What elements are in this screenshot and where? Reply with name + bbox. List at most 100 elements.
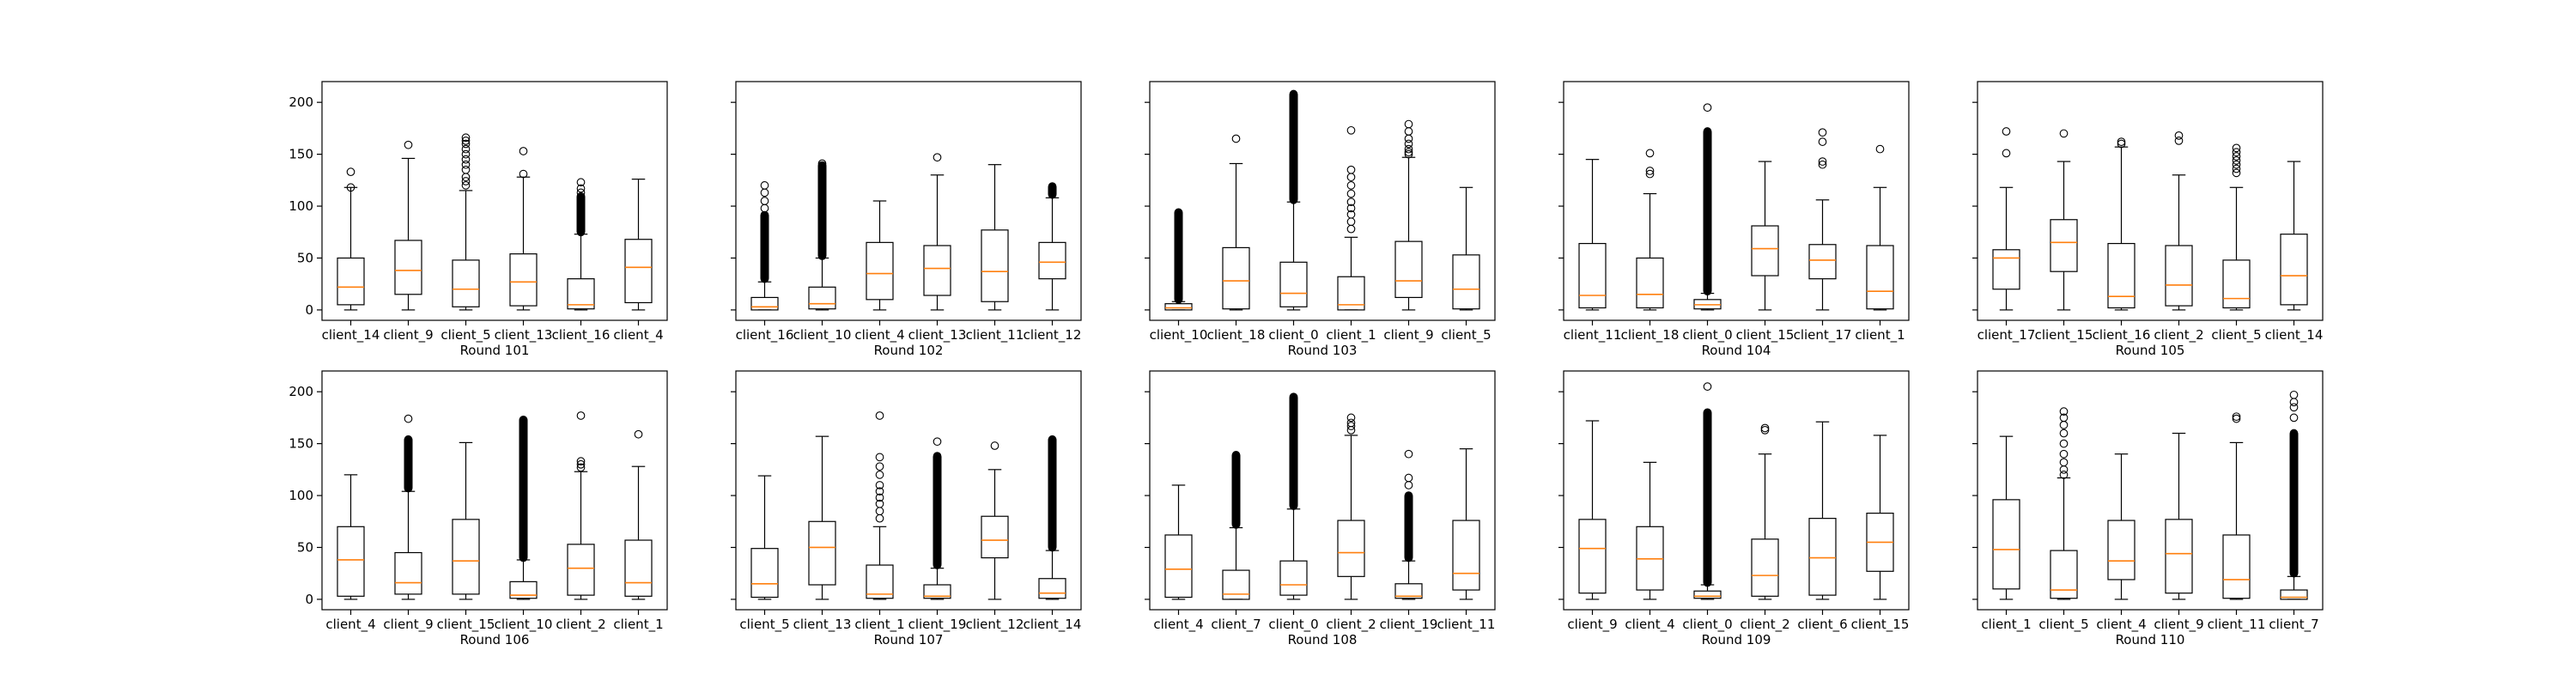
flier-point — [1703, 192, 1712, 200]
flier-point — [1346, 189, 1356, 198]
flier-point — [2232, 152, 2241, 161]
flier-point — [2059, 421, 2069, 429]
flier-point — [1703, 149, 1712, 159]
box-client_1: client_1 — [1855, 144, 1905, 344]
box-iqr — [808, 520, 836, 586]
box-client_11: client_11 — [2208, 412, 2265, 633]
flier-point — [1289, 119, 1298, 128]
y-tick-label: 0 — [305, 302, 313, 318]
x-tick-label: client_16 — [552, 327, 611, 344]
box-client_13: client_13 — [495, 147, 553, 344]
box-client_13: client_13 — [793, 435, 851, 633]
box-client_0: client_0 — [1682, 103, 1733, 344]
flier-point — [1048, 502, 1057, 510]
axes-frame — [1563, 81, 1910, 321]
box-iqr — [1808, 518, 1837, 596]
flier-point — [933, 543, 942, 552]
x-tick-label: client_16 — [2093, 327, 2151, 344]
flier-point — [875, 507, 884, 516]
flier-point — [817, 159, 827, 168]
box-client_2: client_2 — [1740, 423, 1790, 633]
flier-point — [1404, 553, 1413, 562]
flier-point — [1048, 459, 1057, 469]
flier-point — [1174, 284, 1183, 294]
flier-point — [1346, 413, 1356, 423]
box-client_11: client_11 — [1564, 159, 1621, 344]
flier-point — [346, 167, 355, 177]
flier-point — [404, 466, 413, 475]
flier-point — [1703, 274, 1712, 283]
flier-point — [1174, 208, 1183, 217]
flier-cluster — [1703, 128, 1712, 295]
x-axis-label: Round 101 — [460, 343, 530, 358]
x-axis-label: Round 103 — [1288, 343, 1358, 358]
x-axis-label: Round 102 — [874, 343, 944, 358]
flier-point — [760, 222, 769, 232]
flier-point — [404, 459, 413, 469]
flier-point — [1703, 253, 1712, 263]
flier-point — [760, 258, 769, 268]
flier-point — [519, 147, 528, 155]
flier-point — [817, 252, 827, 260]
flier-point — [2289, 507, 2299, 516]
flier-point — [519, 491, 528, 500]
flier-point — [933, 502, 942, 510]
box-iqr — [567, 278, 595, 310]
flier-point — [1404, 139, 1413, 149]
x-tick-label: client_4 — [325, 617, 375, 633]
x-tick-label: client_13 — [495, 327, 553, 344]
x-tick-label: client_4 — [1625, 617, 1674, 633]
box-client_1: client_1 — [1981, 435, 2032, 633]
box-iqr — [923, 245, 951, 296]
flier-point — [2289, 429, 2299, 438]
flier-point — [1404, 473, 1413, 483]
box-client_5: client_5 — [739, 475, 790, 633]
flier-point — [1231, 134, 1241, 143]
flier-point — [760, 274, 769, 283]
box-iqr — [1452, 254, 1480, 310]
flier-point — [817, 212, 827, 221]
x-tick-label: client_2 — [1326, 617, 1376, 633]
box-client_15: client_15 — [437, 441, 495, 633]
y-tick-label: 200 — [289, 94, 313, 110]
flier-point — [1645, 167, 1655, 175]
x-tick-label: client_5 — [2038, 617, 2088, 633]
flier-cluster — [1231, 451, 1241, 528]
flier-point — [1703, 170, 1712, 179]
flier-point — [404, 472, 413, 482]
box-iqr — [1038, 241, 1066, 280]
flier-point — [519, 512, 528, 521]
box-client_5: client_5 — [1441, 186, 1492, 344]
box-iqr — [337, 257, 365, 306]
flier-point — [461, 139, 471, 149]
flier-point — [2289, 527, 2299, 537]
flier-point — [1289, 139, 1298, 149]
x-tick-label: client_2 — [556, 617, 605, 633]
y-tick-label: 100 — [289, 198, 313, 214]
flier-cluster — [1289, 393, 1298, 510]
flier-point — [760, 197, 769, 205]
flier-point — [1048, 187, 1057, 196]
x-axis-label: Round 106 — [460, 632, 530, 647]
flier-point — [461, 133, 471, 143]
flier-point — [817, 181, 827, 190]
flier-point — [461, 181, 471, 190]
flier-point — [760, 243, 769, 252]
x-tick-label: client_4 — [2096, 617, 2146, 633]
flier-point — [875, 499, 884, 508]
flier-point — [933, 457, 942, 466]
flier-point — [1174, 264, 1183, 273]
subplot-3: client_10 client_18 client_0 client_1 client… — [1145, 81, 1496, 358]
x-tick-label: client_1 — [1855, 327, 1905, 344]
x-axis-label: Round 109 — [1702, 632, 1771, 647]
x-tick-label: client_1 — [1981, 617, 2031, 633]
x-tick-label: client_11 — [966, 327, 1024, 344]
box-iqr — [2165, 245, 2193, 307]
flier-point — [461, 144, 471, 154]
box-client_9: client_9 — [383, 140, 434, 344]
flier-point — [1231, 451, 1241, 459]
y-tick-label: 150 — [289, 147, 313, 162]
x-tick-label: client_4 — [613, 327, 663, 344]
flier-point — [576, 208, 586, 217]
box-client_15: client_15 — [2035, 129, 2093, 344]
